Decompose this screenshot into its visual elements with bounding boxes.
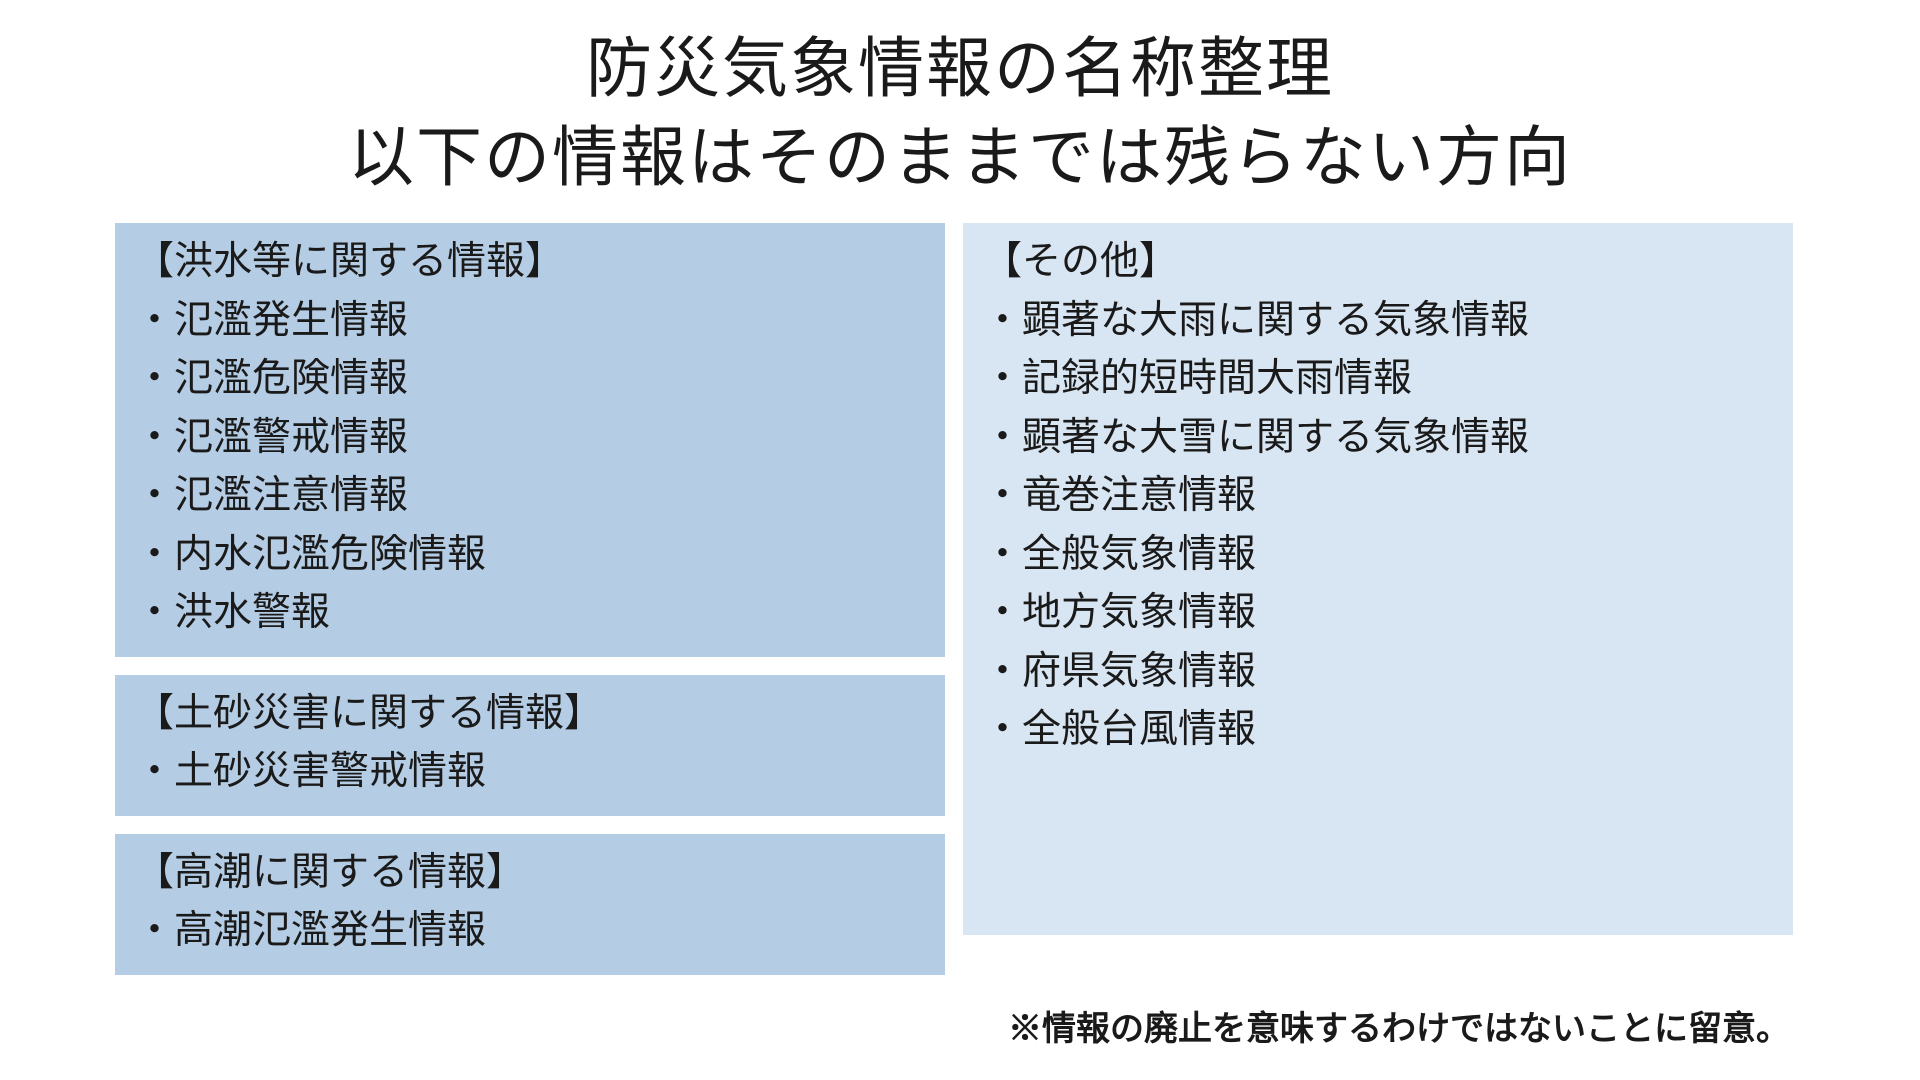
flood-item: ・内水氾濫危険情報	[135, 526, 925, 585]
other-info-box: 【その他】 ・顕著な大雨に関する気象情報 ・記録的短時間大雨情報 ・顕著な大雪に…	[963, 223, 1793, 935]
content-area: 【洪水等に関する情報】 ・氾濫発生情報 ・氾濫危険情報 ・氾濫警戒情報 ・氾濫注…	[0, 223, 1920, 975]
footnote-text: ※情報の廃止を意味するわけではないことに留意。	[1008, 1001, 1790, 1050]
flood-info-box: 【洪水等に関する情報】 ・氾濫発生情報 ・氾濫危険情報 ・氾濫警戒情報 ・氾濫注…	[115, 223, 945, 657]
other-item: ・府県気象情報	[983, 643, 1773, 702]
other-item: ・全般気象情報	[983, 526, 1773, 585]
flood-item: ・氾濫発生情報	[135, 292, 925, 351]
title-line-1: 防災気象情報の名称整理	[0, 25, 1920, 114]
tide-item: ・高潮氾濫発生情報	[135, 902, 925, 961]
other-item: ・全般台風情報	[983, 701, 1773, 760]
landslide-info-box: 【土砂災害に関する情報】 ・土砂災害警戒情報	[115, 675, 945, 816]
title-line-2: 以下の情報はそのままでは残らない方向	[0, 114, 1920, 203]
landslide-item: ・土砂災害警戒情報	[135, 743, 925, 802]
flood-item: ・氾濫危険情報	[135, 350, 925, 409]
flood-item: ・氾濫注意情報	[135, 467, 925, 526]
tide-box-title: 【高潮に関する情報】	[135, 844, 925, 903]
other-item: ・地方気象情報	[983, 584, 1773, 643]
flood-item: ・氾濫警戒情報	[135, 409, 925, 468]
other-item: ・記録的短時間大雨情報	[983, 350, 1773, 409]
left-column: 【洪水等に関する情報】 ・氾濫発生情報 ・氾濫危険情報 ・氾濫警戒情報 ・氾濫注…	[115, 223, 945, 975]
flood-box-title: 【洪水等に関する情報】	[135, 233, 925, 292]
right-column: 【その他】 ・顕著な大雨に関する気象情報 ・記録的短時間大雨情報 ・顕著な大雪に…	[963, 223, 1793, 975]
landslide-box-title: 【土砂災害に関する情報】	[135, 685, 925, 744]
other-box-title: 【その他】	[983, 233, 1773, 292]
other-item: ・竜巻注意情報	[983, 467, 1773, 526]
other-item: ・顕著な大雪に関する気象情報	[983, 409, 1773, 468]
tide-info-box: 【高潮に関する情報】 ・高潮氾濫発生情報	[115, 834, 945, 975]
title-area: 防災気象情報の名称整理 以下の情報はそのままでは残らない方向	[0, 0, 1920, 223]
other-item: ・顕著な大雨に関する気象情報	[983, 292, 1773, 351]
flood-item: ・洪水警報	[135, 584, 925, 643]
